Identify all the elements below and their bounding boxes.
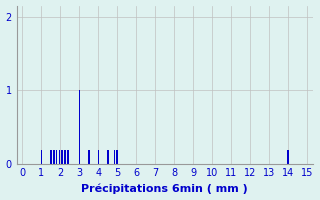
Bar — [88, 150, 90, 164]
Bar — [287, 150, 289, 164]
Bar — [50, 150, 52, 164]
Bar — [114, 150, 115, 164]
Bar — [67, 150, 69, 164]
Bar — [56, 150, 57, 164]
Bar — [64, 150, 66, 164]
Bar — [41, 150, 42, 164]
Bar — [78, 90, 80, 164]
Bar — [59, 150, 60, 164]
Bar — [98, 150, 99, 164]
Bar — [53, 150, 55, 164]
X-axis label: Précipitations 6min ( mm ): Précipitations 6min ( mm ) — [82, 184, 248, 194]
Bar — [116, 150, 118, 164]
Bar — [61, 150, 63, 164]
Bar — [107, 150, 109, 164]
